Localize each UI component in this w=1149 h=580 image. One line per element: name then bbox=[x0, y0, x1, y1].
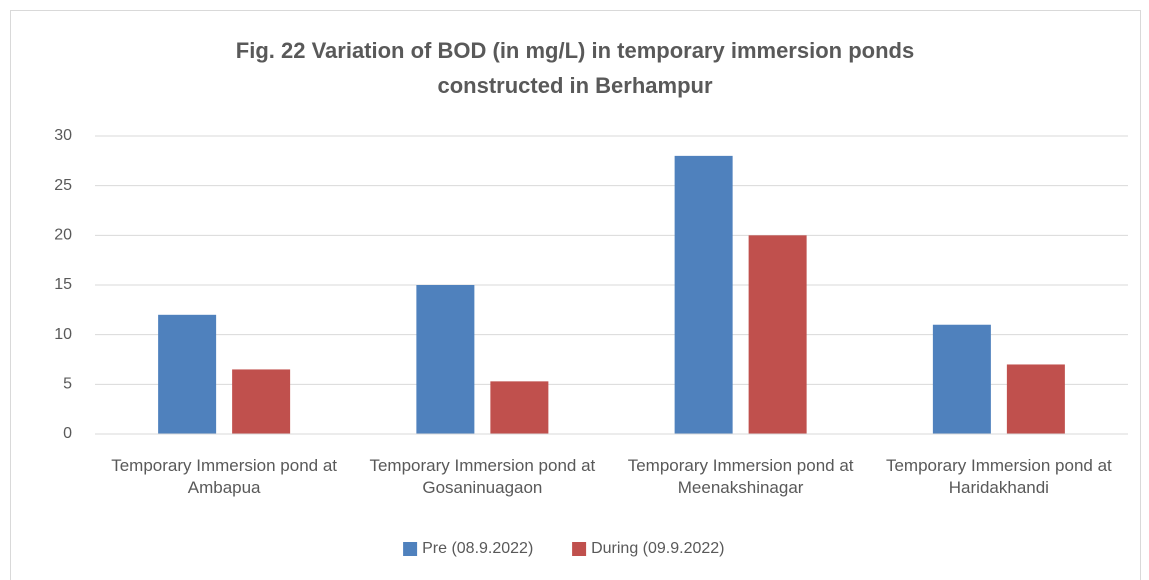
y-tick-label: 30 bbox=[54, 127, 72, 144]
bar bbox=[158, 314, 217, 434]
bar bbox=[490, 381, 549, 434]
x-tick-label: Temporary Immersion pond at Haridakhandi bbox=[885, 456, 1112, 497]
y-tick-label: 20 bbox=[54, 227, 72, 244]
bar bbox=[1006, 364, 1065, 434]
y-tick-label: 25 bbox=[54, 177, 72, 194]
bar bbox=[416, 285, 475, 434]
x-tick-label: Temporary Immersion pond at Ambapua bbox=[111, 456, 338, 497]
chart-title: constructed in Berhampur bbox=[437, 73, 712, 98]
chart-title: Fig. 22 Variation of BOD (in mg/L) in te… bbox=[236, 38, 914, 63]
y-tick-label: 0 bbox=[63, 425, 72, 442]
bar bbox=[932, 324, 991, 434]
chart-border bbox=[10, 10, 1141, 580]
x-tick-label: Temporary Immersion pond at Gosaninuagao… bbox=[369, 456, 596, 497]
bar bbox=[232, 369, 291, 434]
bar bbox=[748, 235, 807, 434]
y-tick-label: 5 bbox=[63, 376, 72, 393]
y-tick-label: 10 bbox=[54, 326, 72, 343]
legend-swatch bbox=[403, 542, 418, 556]
legend-label: During (09.9.2022) bbox=[591, 540, 724, 557]
x-tick-label: Temporary Immersion pond at Meenakshinag… bbox=[627, 456, 854, 497]
legend-label: Pre (08.9.2022) bbox=[422, 540, 533, 557]
legend-swatch bbox=[572, 542, 587, 556]
y-tick-label: 15 bbox=[54, 276, 72, 293]
bar bbox=[674, 155, 733, 434]
